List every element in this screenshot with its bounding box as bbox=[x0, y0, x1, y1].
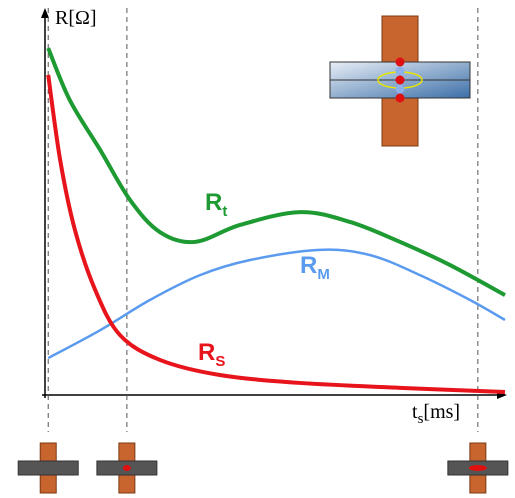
x-axis-label: ts[ms] bbox=[412, 401, 460, 427]
weld-icon bbox=[18, 443, 78, 493]
chart: R[Ω] ts[ms] RtRMRS bbox=[0, 0, 515, 498]
curve-label: RS bbox=[198, 339, 225, 370]
curve-label-name: R bbox=[198, 339, 215, 366]
weld-icon bbox=[97, 443, 157, 493]
series-line bbox=[48, 75, 505, 392]
curve-label: Rt bbox=[205, 189, 227, 220]
curve-label-sub: S bbox=[215, 353, 225, 370]
curve-label-sub: t bbox=[222, 203, 227, 220]
weld-icon bbox=[448, 443, 508, 493]
series-line bbox=[48, 250, 505, 358]
curve-label-sub: M bbox=[317, 266, 330, 283]
curve-label: RM bbox=[300, 252, 330, 283]
weld-inset bbox=[330, 16, 470, 146]
x-label-unit: [ms] bbox=[423, 401, 460, 423]
y-axis-label: R[Ω] bbox=[55, 7, 97, 29]
nugget bbox=[469, 465, 487, 471]
curve-label-name: R bbox=[300, 252, 317, 279]
nugget bbox=[123, 465, 131, 471]
plate bbox=[18, 461, 78, 475]
curve-label-name: R bbox=[205, 189, 222, 216]
